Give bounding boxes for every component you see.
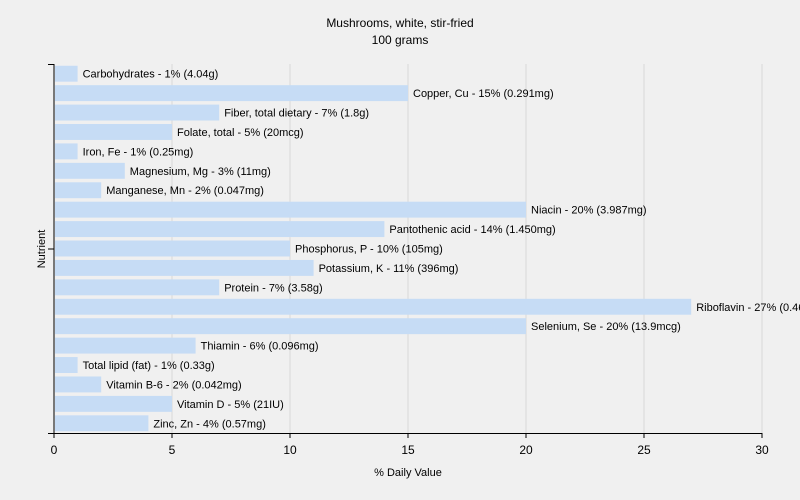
bar — [55, 279, 220, 296]
bar-label: Folate, total - 5% (20mcg) — [177, 127, 304, 139]
bar-label: Phosphorus, P - 10% (105mg) — [295, 244, 443, 256]
bar — [55, 143, 78, 160]
bar — [55, 357, 78, 373]
x-tick-label: 15 — [401, 443, 415, 457]
bar-label: Carbohydrates - 1% (4.04g) — [83, 69, 219, 81]
bar — [55, 240, 290, 257]
bar — [55, 259, 314, 276]
bars: Carbohydrates - 1% (4.04g) Copper, Cu - 1… — [55, 65, 800, 432]
bar-label: Pantothenic acid - 14% (1.450mg) — [389, 224, 555, 236]
bar — [55, 221, 385, 238]
chart-subtitle: 100 grams — [372, 33, 429, 47]
bar — [55, 395, 172, 412]
bar — [55, 104, 220, 121]
bar-label: Riboflavin - 27% (0.463mg) — [696, 302, 800, 314]
bar — [55, 415, 149, 432]
bar — [55, 162, 125, 179]
x-tick-label: 5 — [169, 443, 176, 457]
bar — [55, 201, 526, 218]
bar-label: Potassium, K - 11% (396mg) — [319, 263, 459, 275]
bar — [55, 298, 692, 315]
bar — [55, 85, 408, 102]
x-tick-label: 10 — [283, 443, 297, 457]
bar-label: Protein - 7% (3.58g) — [224, 282, 322, 294]
bar — [55, 182, 102, 199]
bar — [55, 318, 526, 335]
bar — [55, 337, 196, 354]
bar-label: Vitamin B-6 - 2% (0.042mg) — [106, 379, 242, 391]
bar-label: Magnesium, Mg - 3% (11mg) — [130, 166, 271, 178]
bar-label: Copper, Cu - 15% (0.291mg) — [413, 88, 554, 100]
bar — [55, 65, 78, 82]
bar-label: Selenium, Se - 20% (13.9mcg) — [531, 321, 681, 333]
x-axis-title: % Daily Value — [374, 467, 442, 479]
x-tick-label: 20 — [519, 443, 533, 457]
x-tick-label: 0 — [51, 443, 58, 457]
bar-label: Vitamin D - 5% (21IU) — [177, 399, 284, 411]
x-tick-label: 30 — [755, 443, 769, 457]
bar-label: Zinc, Zn - 4% (0.57mg) — [153, 418, 265, 430]
axes: 0 5 10 15 20 25 30 — [48, 64, 769, 457]
bar — [55, 376, 102, 393]
bar — [55, 124, 172, 140]
bar-label: Total lipid (fat) - 1% (0.33g) — [83, 360, 215, 372]
bar-label: Manganese, Mn - 2% (0.047mg) — [106, 185, 264, 197]
chart-title: Mushrooms, white, stir-fried — [326, 16, 473, 30]
bar-label: Fiber, total dietary - 7% (1.8g) — [224, 108, 369, 120]
y-axis-title: Nutrient — [36, 230, 48, 269]
bar-label: Thiamin - 6% (0.096mg) — [201, 341, 319, 353]
bar-label: Niacin - 20% (3.987mg) — [531, 205, 647, 217]
x-tick-label: 25 — [637, 443, 651, 457]
bar-label: Iron, Fe - 1% (0.25mg) — [83, 146, 194, 158]
